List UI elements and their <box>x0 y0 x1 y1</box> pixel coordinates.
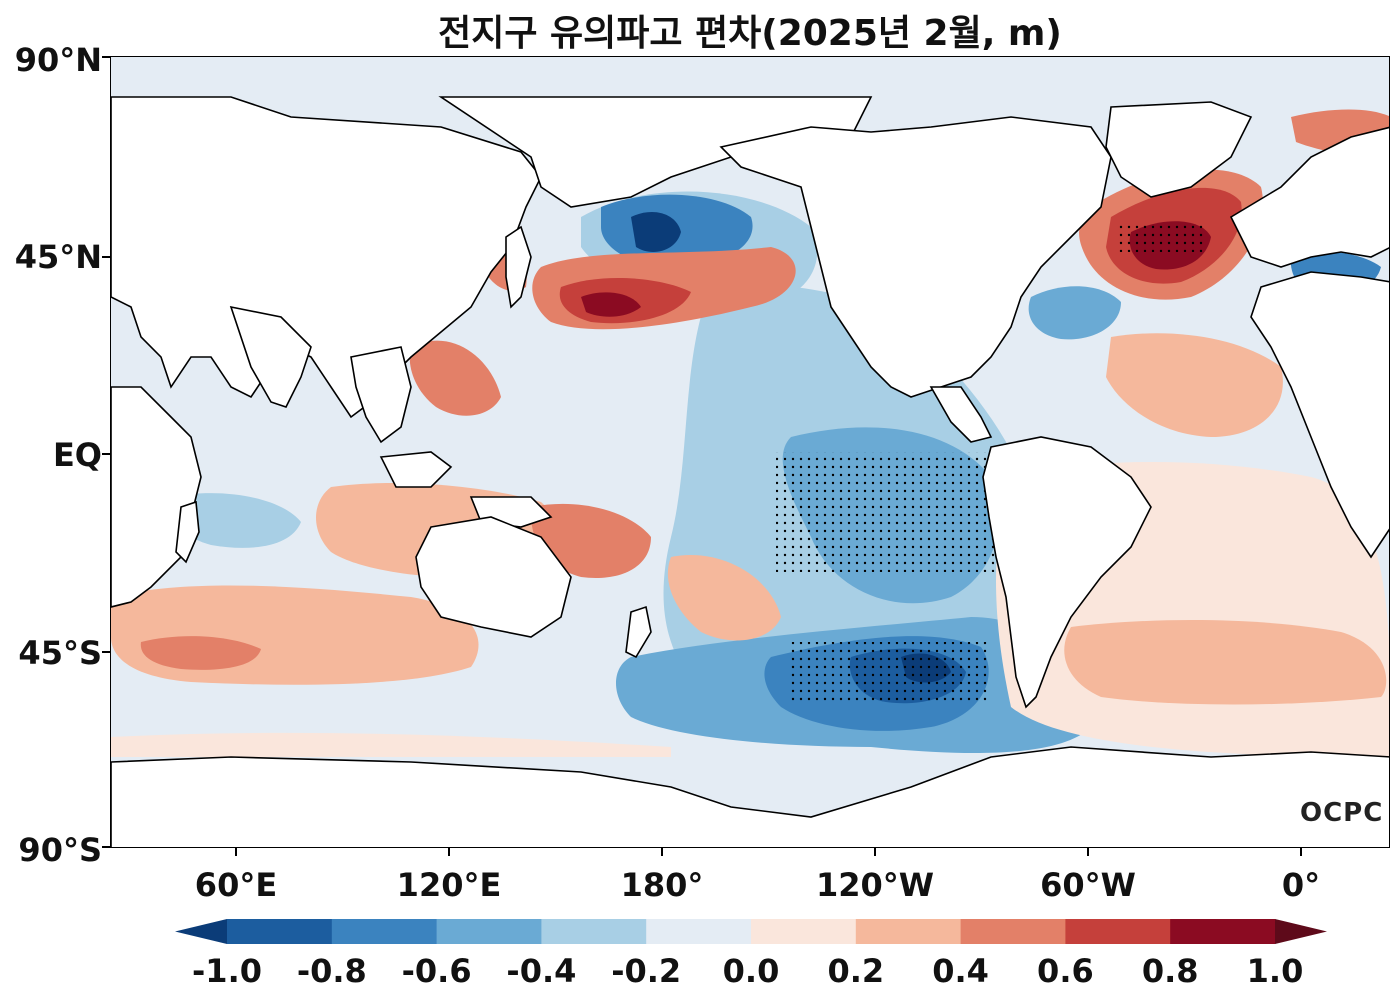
anomaly-pos-west-pacific <box>409 340 501 416</box>
colorbar-tick-label: -0.4 <box>506 952 577 990</box>
colorbar-segment <box>855 919 962 944</box>
lat-tick-45n <box>102 256 110 258</box>
lon-label-0: 0° <box>1281 866 1321 904</box>
lon-tick-120w <box>874 848 876 856</box>
lat-label-45s: 45°S <box>18 634 102 672</box>
land-indonesia-borneo <box>379 451 453 488</box>
colorbar-tick-label: 0.8 <box>1141 952 1199 990</box>
stipple-block-southern-ocean <box>791 642 991 702</box>
anomaly-pos-tasman <box>667 555 781 641</box>
colorbar-segment <box>541 919 647 944</box>
land-madagascar <box>175 500 200 564</box>
colorbar-segment <box>751 919 857 944</box>
land-africa-right <box>1250 271 1389 559</box>
anomaly-pos-coral-sea <box>530 503 651 578</box>
lon-tick-180 <box>661 848 663 856</box>
lon-tick-60e <box>235 848 237 856</box>
colorbar-extend-max <box>1275 919 1327 944</box>
colorbar-segment <box>1170 919 1276 944</box>
land-europe <box>1229 126 1389 268</box>
land-india <box>229 305 312 408</box>
lon-label-60w: 60°W <box>1040 866 1136 904</box>
colorbar-tick-label: 0.4 <box>932 952 989 990</box>
lat-label-90s: 90°S <box>18 831 102 869</box>
land-north-america <box>719 116 1112 398</box>
lat-tick-45s <box>102 651 110 653</box>
land-new-zealand <box>625 605 652 659</box>
land-central-america <box>929 386 993 443</box>
map-title: 전지구 유의파고 편차(2025년 2월, m) <box>438 13 1062 54</box>
colorbar-segment <box>331 919 438 944</box>
land-antarctica <box>111 746 1389 847</box>
colorbar <box>175 919 1327 944</box>
lat-label-eq: EQ <box>52 436 102 474</box>
colorbar-segments <box>175 919 1327 944</box>
colorbar-extend-min <box>175 919 227 944</box>
colorbar-tick-label: 0.2 <box>827 952 885 990</box>
anomaly-neg-indian-west <box>170 493 301 548</box>
lon-tick-0 <box>1300 848 1302 856</box>
colorbar-tick-label: 0.0 <box>722 952 780 990</box>
lat-tick-eq <box>102 453 110 455</box>
land-masses <box>111 96 1389 847</box>
anomaly-pos-north-pacific-3 <box>581 292 641 317</box>
lon-tick-60w <box>1087 848 1089 856</box>
stipple-block-north-atlantic <box>1116 222 1206 252</box>
anomaly-neg-gulf-stream <box>1028 286 1121 340</box>
ocpc-logo: OCPC <box>1300 798 1384 828</box>
wave-height-anomaly-map <box>111 57 1389 847</box>
anomaly-neg-north-pacific-3 <box>631 212 681 252</box>
colorbar-tick-label: -1.0 <box>192 952 262 990</box>
anomaly-pos-indian-south-core <box>140 636 261 670</box>
colorbar-segment <box>436 919 542 944</box>
lon-tick-120e <box>448 848 450 856</box>
land-south-america <box>982 436 1152 709</box>
colorbar-segment <box>227 919 333 944</box>
map-panel <box>110 56 1390 848</box>
anomaly-pos-south-atlantic-band <box>1064 620 1387 705</box>
colorbar-segment <box>960 919 1066 944</box>
land-greenland <box>1105 101 1253 198</box>
lat-label-45n: 45°N <box>14 238 102 276</box>
colorbar-tick-label: 0.6 <box>1037 952 1094 990</box>
lat-label-90n: 90°N <box>14 41 102 79</box>
colorbar-tick-label: 1.0 <box>1246 952 1304 990</box>
colorbar-tick-label: -0.2 <box>611 952 682 990</box>
colorbar-tick-label: -0.6 <box>401 952 472 990</box>
colorbar-tick-label: -0.8 <box>296 952 367 990</box>
lat-tick-90n <box>102 56 110 58</box>
land-australia <box>415 516 572 638</box>
lon-label-120e: 120°E <box>396 866 502 904</box>
lon-label-180: 180° <box>620 866 704 904</box>
land-kamchatka-siberia <box>438 96 873 208</box>
anomaly-pos-antarctic-fringe <box>111 732 671 757</box>
lon-label-120w: 120°W <box>815 866 935 904</box>
land-japan <box>505 225 532 309</box>
anomaly-pos-indian-south <box>111 585 479 685</box>
anomaly-pos-tropical-atlantic <box>1106 333 1283 437</box>
land-southeast-asia <box>350 346 412 444</box>
colorbar-segment <box>1065 919 1171 944</box>
lon-label-60e: 60°E <box>194 866 278 904</box>
colorbar-segment <box>646 919 752 944</box>
lat-tick-90s <box>102 846 110 848</box>
